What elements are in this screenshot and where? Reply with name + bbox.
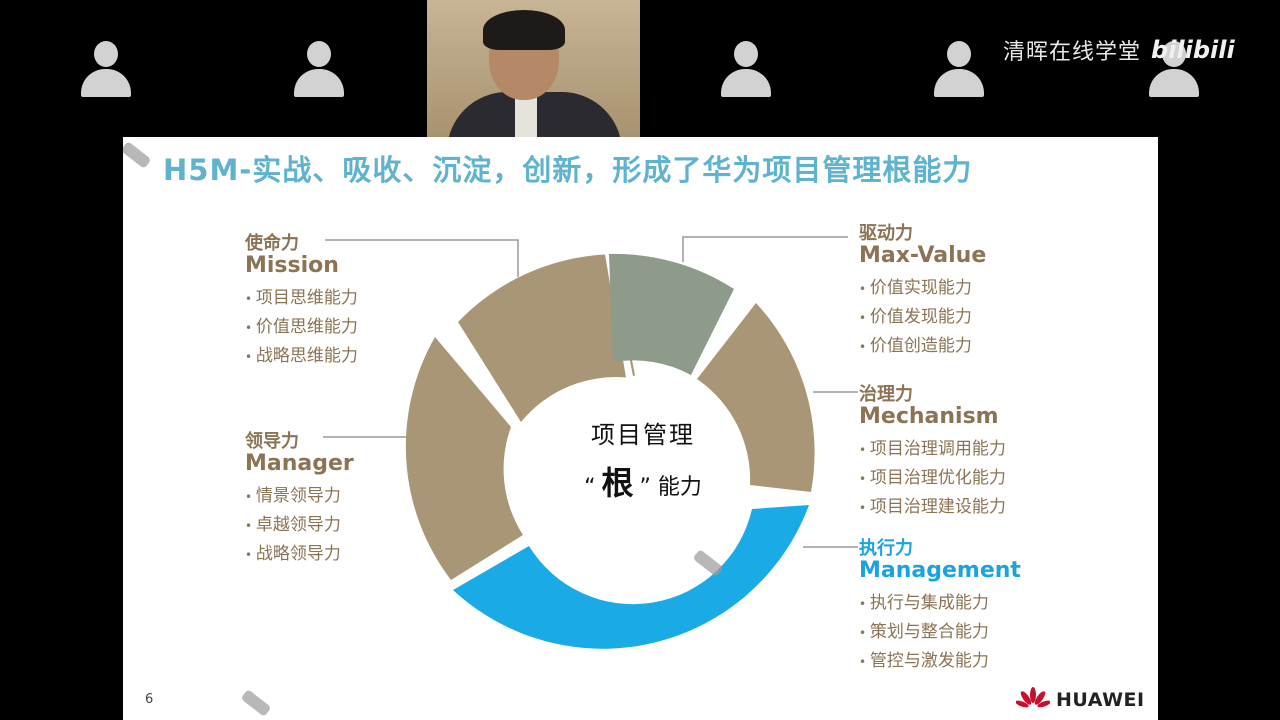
watermark: 清晖在线学堂 bilibili — [1003, 35, 1235, 65]
user-avatar-icon — [1149, 40, 1199, 97]
mechanism-en: Mechanism — [859, 404, 999, 429]
mission-cn: 使命力 — [245, 233, 299, 254]
segment-mission — [458, 254, 626, 422]
management-block: 执行力 Management 执行与集成能力 策划与整合能力 管控与激发能力 — [859, 534, 1021, 676]
manager-list: 情景领导力 卓越领导力 战略领导力 — [245, 482, 354, 569]
capability-ring — [323, 236, 858, 649]
list-item: 价值发现能力 — [859, 303, 986, 332]
page-number: 6 — [145, 692, 154, 707]
watermark-text: 清晖在线学堂 — [1003, 40, 1142, 65]
list-item: 战略思维能力 — [245, 342, 358, 371]
segment-manager — [405, 337, 523, 580]
mission-list: 项目思维能力 价值思维能力 战略思维能力 — [245, 284, 358, 371]
mission-en: Mission — [245, 253, 339, 278]
maxvalue-en: Max-Value — [859, 243, 987, 268]
bilibili-logo: bilibili — [1151, 36, 1235, 64]
maxvalue-list: 价值实现能力 价值发现能力 价值创造能力 — [859, 274, 986, 361]
segment-management — [453, 505, 809, 649]
participant-tile[interactable] — [0, 0, 212, 137]
list-item: 项目治理优化能力 — [859, 464, 1006, 493]
mechanism-list: 项目治理调用能力 项目治理优化能力 项目治理建设能力 — [859, 435, 1006, 522]
presentation-slide: H5M-实战、吸收、沉淀，创新，形成了华为项目管理根能力 项目管理 “根” 能力… — [123, 137, 1158, 720]
list-item: 项目治理调用能力 — [859, 435, 1006, 464]
list-item: 项目思维能力 — [245, 284, 358, 313]
manager-cn: 领导力 — [245, 431, 299, 452]
user-avatar-icon — [721, 40, 771, 97]
center-line1: 项目管理 — [591, 421, 695, 449]
management-en: Management — [859, 558, 1021, 583]
leader-line-mission — [325, 239, 519, 277]
user-avatar-icon — [81, 40, 131, 97]
user-avatar-icon — [294, 40, 344, 97]
list-item: 管控与激发能力 — [859, 647, 1021, 676]
list-item: 策划与整合能力 — [859, 618, 1021, 647]
list-item: 情景领导力 — [245, 482, 354, 511]
manager-en: Manager — [245, 451, 354, 476]
maxvalue-block: 驱动力 Max-Value 价值实现能力 价值发现能力 价值创造能力 — [859, 219, 986, 361]
leader-line-maxvalue — [682, 236, 848, 262]
list-item: 战略领导力 — [245, 540, 354, 569]
mechanism-block: 治理力 Mechanism 项目治理调用能力 项目治理优化能力 项目治理建设能力 — [859, 380, 1006, 522]
list-item: 项目治理建设能力 — [859, 493, 1006, 522]
active-speaker-video[interactable] — [427, 0, 640, 137]
participant-tile[interactable] — [640, 0, 852, 137]
slide-title: H5M-实战、吸收、沉淀，创新，形成了华为项目管理根能力 — [163, 153, 973, 187]
list-item: 价值实现能力 — [859, 274, 986, 303]
center-root-word: 根 — [601, 464, 634, 502]
management-list: 执行与集成能力 策划与整合能力 管控与激发能力 — [859, 589, 1021, 676]
participant-tile[interactable] — [853, 0, 1065, 137]
maxvalue-cn: 驱动力 — [859, 223, 913, 244]
list-item: 价值思维能力 — [245, 313, 358, 342]
mechanism-cn: 治理力 — [859, 384, 913, 405]
huawei-brand: HUAWEI — [1016, 687, 1145, 713]
participant-tile[interactable] — [1068, 0, 1280, 137]
list-item: 执行与集成能力 — [859, 589, 1021, 618]
segment-mechanism — [697, 303, 815, 492]
segment-maxvalue — [609, 253, 734, 375]
management-cn: 执行力 — [859, 538, 913, 559]
center-line2: “根” 能力 — [584, 464, 702, 502]
huawei-flower-icon — [1016, 687, 1050, 708]
participant-strip: 清晖在线学堂 bilibili — [0, 0, 1280, 137]
huawei-text: HUAWEI — [1056, 689, 1145, 711]
mission-block: 使命力 Mission 项目思维能力 价值思维能力 战略思维能力 — [245, 229, 358, 371]
manager-block: 领导力 Manager 情景领导力 卓越领导力 战略领导力 — [245, 427, 354, 569]
list-item: 卓越领导力 — [245, 511, 354, 540]
list-item: 价值创造能力 — [859, 332, 986, 361]
participant-tile[interactable] — [213, 0, 425, 137]
user-avatar-icon — [934, 40, 984, 97]
ring-center-label: 项目管理 “根” 能力 — [543, 415, 743, 504]
